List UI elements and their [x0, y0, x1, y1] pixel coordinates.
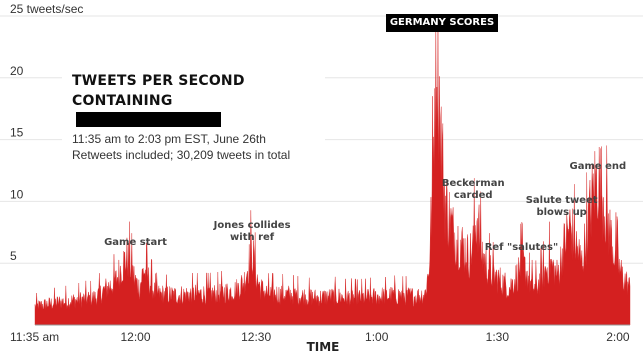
germany-scores-badge: GERMANY SCORES	[386, 14, 498, 32]
info-title-text: CONTAINING	[72, 93, 173, 109]
info-title-line-2: CONTAINING	[72, 91, 315, 131]
x-tick-label: 12:30	[241, 330, 271, 344]
y-tick-label: 5	[10, 249, 17, 263]
area-series	[34, 15, 631, 326]
info-box: TWEETS PER SECOND CONTAINING 11:35 am to…	[62, 63, 325, 162]
tweets-area	[34, 15, 631, 326]
info-subtitle-line-1: 11:35 am to 2:03 pm EST, June 26th	[72, 132, 266, 146]
x-tick-labels: 11:35 am 12:00 12:30 1:00 1:30 2:00	[10, 330, 630, 344]
x-tick-label: 1:00	[365, 330, 389, 344]
y-tick-label: 25 tweets/sec	[10, 2, 83, 16]
y-tick-label: 20	[10, 64, 24, 78]
redaction-bar	[76, 112, 221, 127]
annotation-label: Salute tweet blows up	[526, 195, 598, 218]
info-subtitle-line-2: Retweets included; 30,209 tweets in tota…	[72, 148, 291, 162]
x-tick-label: 11:35 am	[10, 330, 59, 344]
annotation-label: Jones collides with ref	[213, 220, 291, 243]
annotation-label: Ref "salutes"	[485, 242, 559, 253]
annotation-label: Game end	[569, 161, 626, 172]
info-title-line-1: TWEETS PER SECOND	[72, 73, 245, 89]
x-axis-title: TIME	[307, 340, 340, 352]
annotations: Game start Jones collides with ref Beckerma…	[104, 161, 626, 253]
annotation-label: Beckerman carded	[442, 178, 505, 201]
x-tick-label: 1:30	[486, 330, 510, 344]
x-tick-label: 2:00	[606, 330, 630, 344]
annotation-label: Game start	[104, 237, 167, 248]
x-tick-label: 12:00	[120, 330, 150, 344]
y-tick-label: 10	[10, 187, 24, 201]
y-tick-labels: 25 tweets/sec 20 15 10 5	[10, 2, 83, 263]
y-tick-label: 15	[10, 126, 24, 140]
